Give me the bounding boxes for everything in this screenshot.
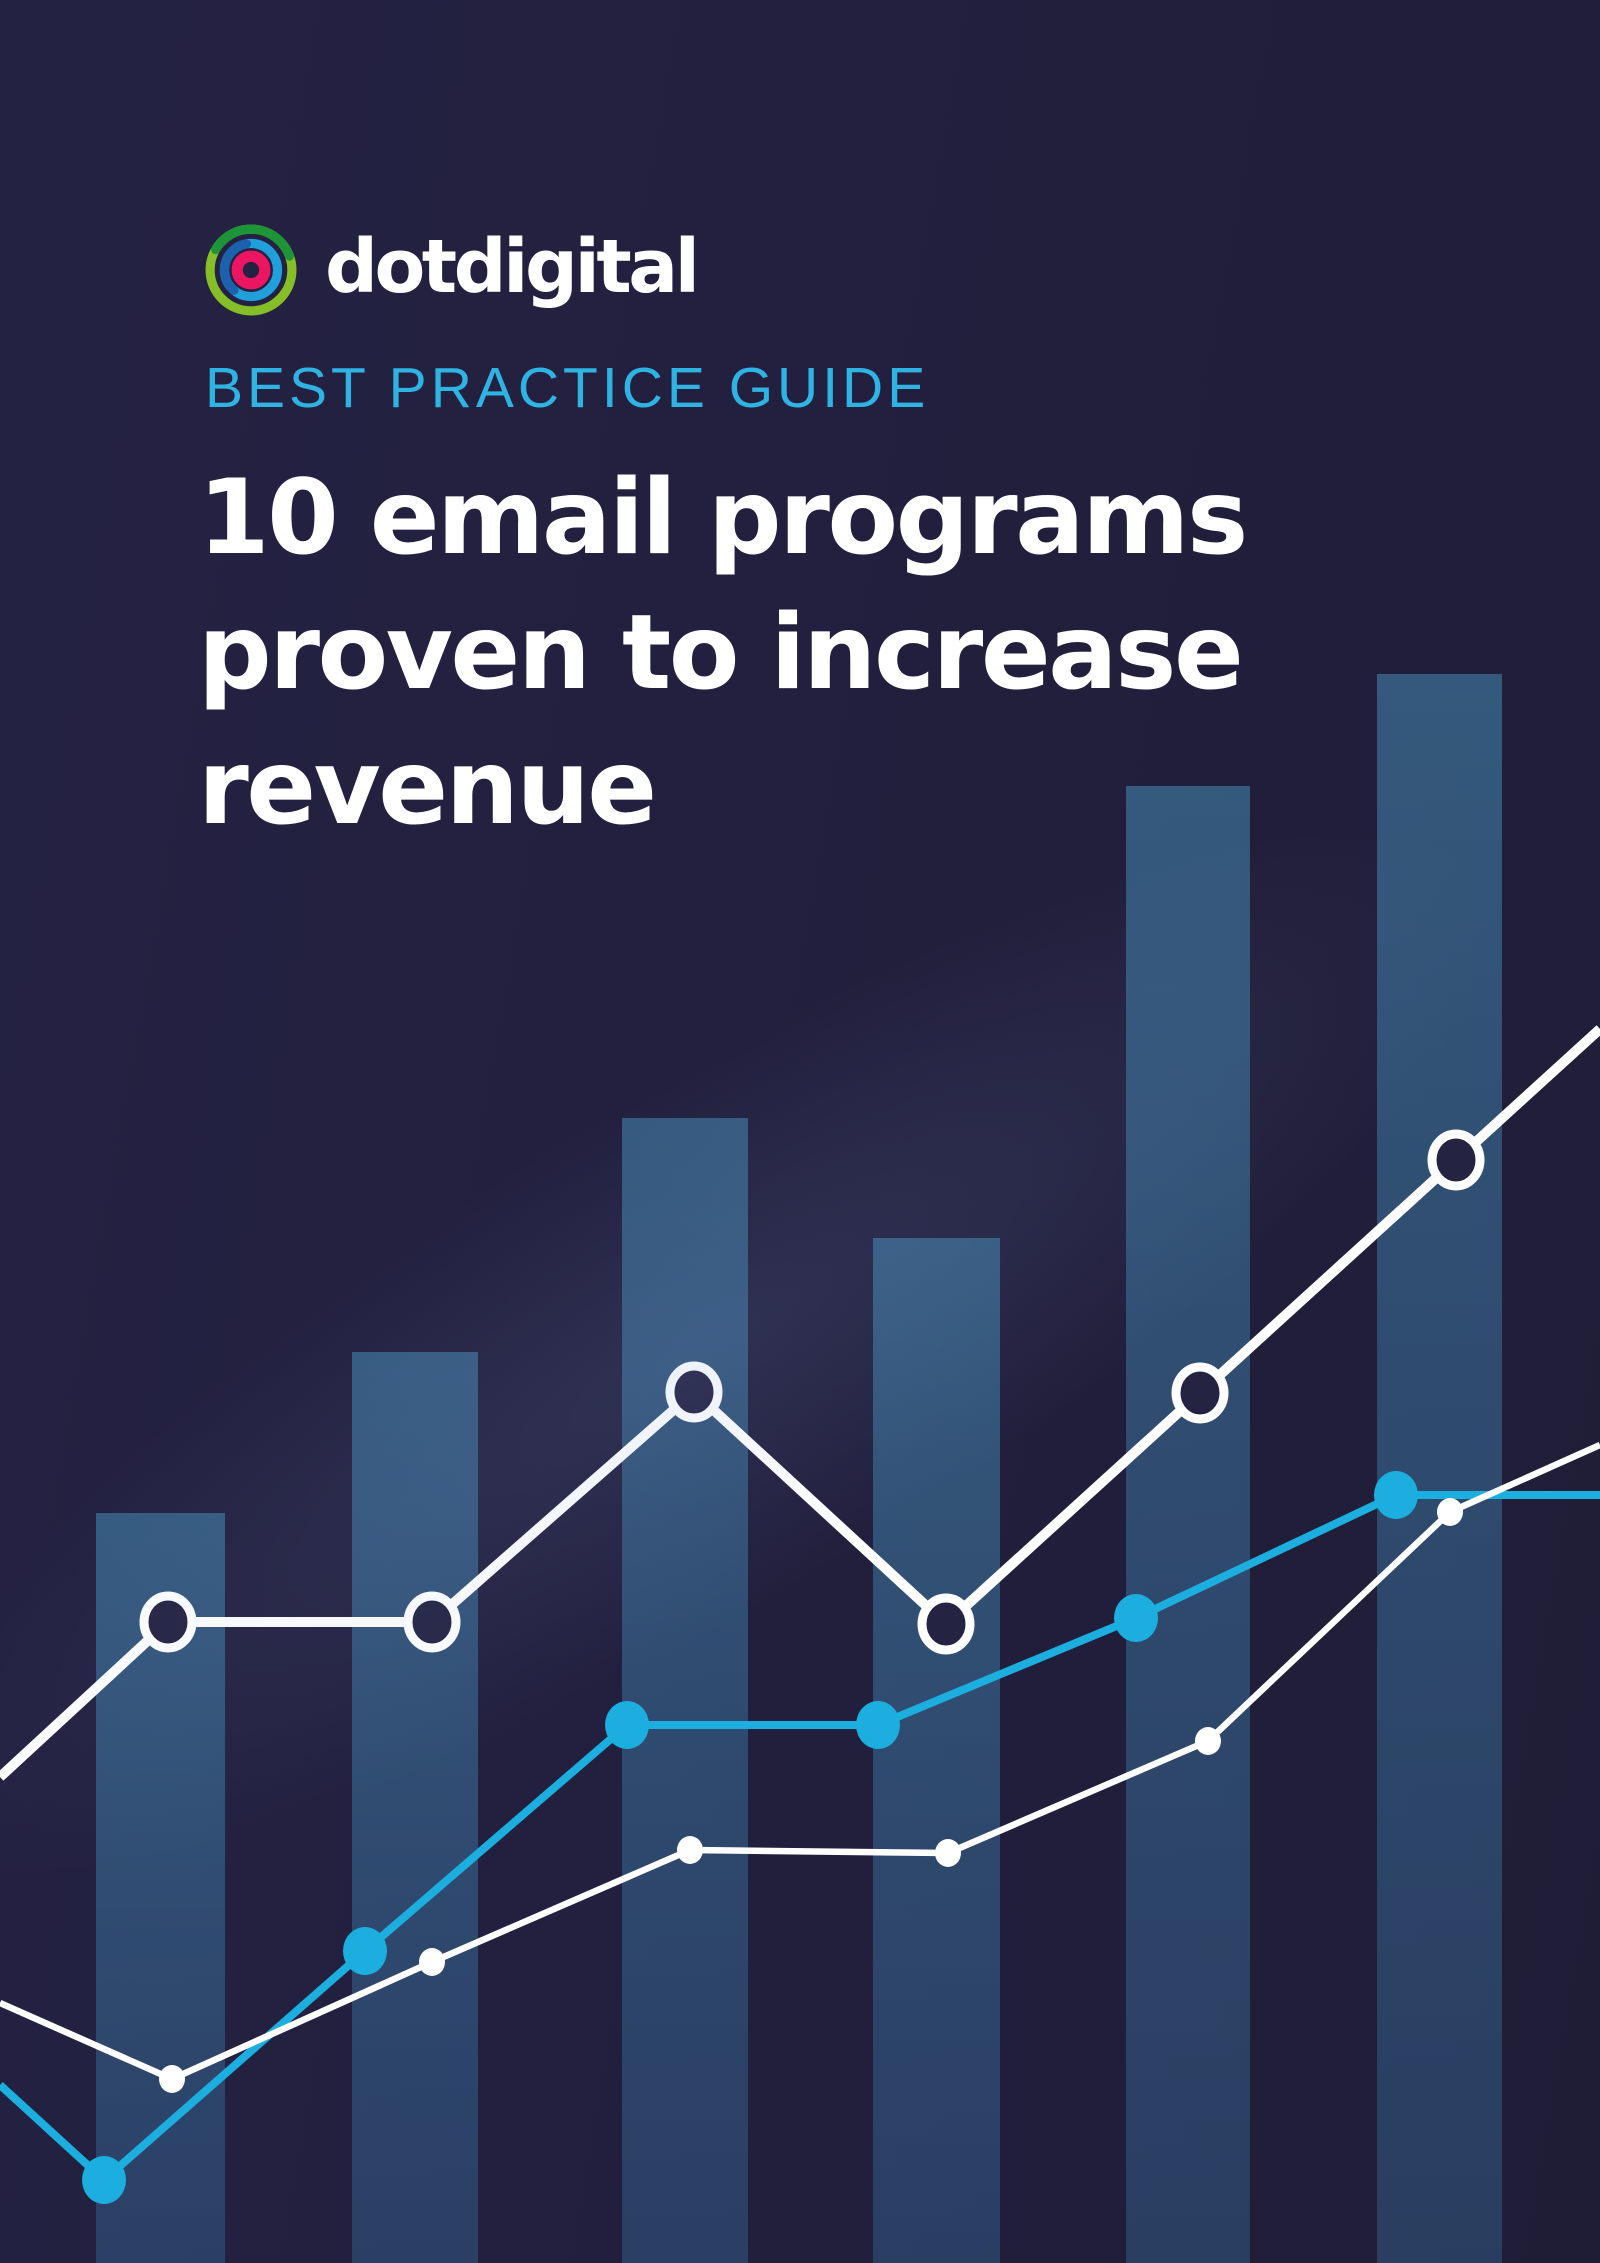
dot-marker	[343, 1927, 387, 1975]
dot-marker	[935, 1839, 961, 1867]
chart-bar	[873, 1238, 1000, 2263]
hollow-marker	[1427, 1129, 1485, 1191]
chart-bar	[622, 1118, 748, 2263]
guide-type-label: BEST PRACTICE GUIDE	[205, 356, 930, 420]
dot-marker	[677, 1836, 703, 1864]
logo-middle-ring-dark-arc	[219, 239, 251, 295]
dot-marker	[1374, 1471, 1418, 1519]
hollow-marker	[139, 1591, 197, 1653]
hollow-marker	[665, 1361, 723, 1423]
dotdigital-logo: dotdigital	[205, 224, 700, 316]
trend-line-hollow-markers	[0, 1025, 1600, 1781]
dot-marker	[856, 1701, 900, 1749]
title-line-1: 10 email programs	[198, 458, 1248, 578]
dot-marker	[82, 2156, 126, 2204]
dot-marker	[1195, 1727, 1221, 1755]
brand-wordmark: dotdigital	[325, 224, 700, 310]
trend-line-small-dots	[0, 1442, 1600, 2083]
chart-bar	[1126, 786, 1250, 2263]
hollow-marker	[1171, 1362, 1229, 1424]
dot-marker	[159, 2065, 185, 2093]
hollow-marker	[917, 1593, 975, 1655]
title-line-3: revenue	[198, 728, 657, 848]
chart-bar	[352, 1352, 478, 2263]
chart-bar	[1377, 674, 1502, 2263]
dotdigital-logo-icon	[205, 224, 297, 316]
page-title: 10 email programs proven to increase rev…	[198, 451, 1248, 856]
dot-marker	[1437, 1498, 1463, 1526]
title-line-2: proven to increase	[198, 593, 1244, 713]
dot-marker	[1114, 1594, 1158, 1642]
logo-inner-ring	[231, 250, 271, 290]
hollow-marker	[403, 1591, 461, 1653]
dot-marker	[605, 1701, 649, 1749]
trend-line-cyan	[0, 1491, 1600, 2184]
logo-outer-ring-dark-arc	[211, 224, 295, 261]
dot-marker	[419, 1948, 445, 1976]
